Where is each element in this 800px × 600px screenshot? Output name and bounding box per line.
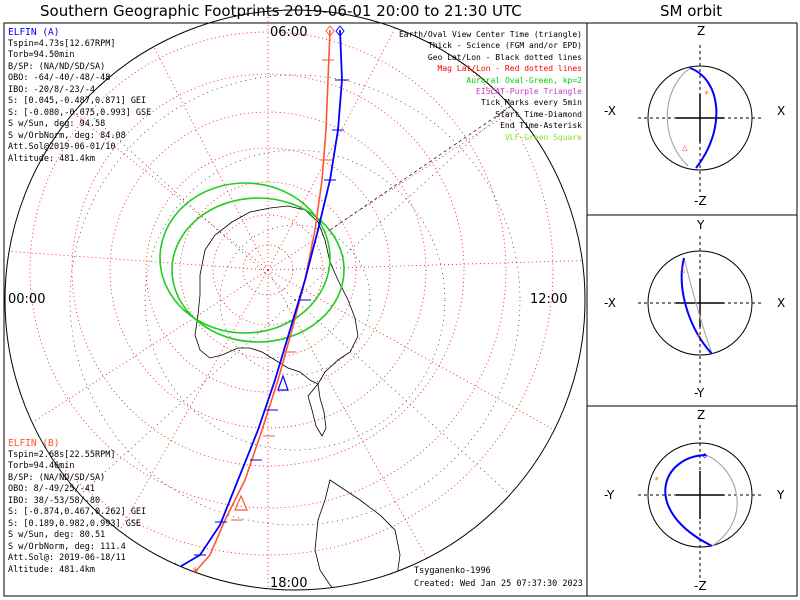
south-america-coastline: [314, 479, 401, 590]
sm-panel-1-graphics: △ *: [638, 45, 762, 195]
legend-item: VLF-Green Square: [504, 132, 582, 142]
time-label-right: 12:00: [530, 292, 568, 307]
elfin-b-line: B/SP: (NA/ND/SD/SA): [8, 472, 106, 483]
legend-item: End Time-Asterisk: [500, 121, 582, 131]
elfin-a-line: OBO: -64/-40/-48/-48: [8, 73, 111, 83]
elfin-b-view-triangle: [234, 494, 248, 511]
elfin-a-track: [177, 29, 343, 569]
sm-panel-1-bottom-label: -Z: [694, 194, 707, 208]
elfin-a-line: Torb=94.50min: [8, 50, 75, 60]
elfin-a-line: S: [-0.080,-0.075,0.993] GSE: [8, 107, 152, 118]
sm-orbit-title: SM orbit: [660, 2, 723, 20]
elfin-b-line: OBO: 8/-49/25/-41: [8, 484, 95, 494]
legend-item: Start Time-Diamond: [495, 109, 582, 119]
sm-panel-1-right-label: X: [777, 104, 786, 118]
elfin-b-track: [194, 29, 331, 573]
elfin-b-line: IBO: 38/-53/58/-80: [8, 495, 101, 506]
time-label-top: 06:00: [270, 25, 308, 40]
sm-panel-2-right-label: X: [777, 296, 786, 310]
legend-item: EISCAT-Purple Triangle: [476, 87, 582, 97]
elfin-a-info: ELFIN (A) Tspin=4.73s[12.67RPM] Torb=94.…: [8, 27, 151, 165]
elfin-a-name: ELFIN (A): [8, 27, 60, 38]
mag-lat-circles: [5, 10, 554, 556]
legend-item: Geo Lat/Lon - Black dotted lines: [427, 52, 582, 62]
legend-item: Mag Lat/Lon - Red dotted lines: [437, 64, 583, 74]
sm-panel-frame: [586, 22, 798, 597]
svg-text:*: *: [704, 90, 709, 100]
elfin-a-line: B/SP: (NA/ND/SD/SA): [8, 61, 106, 72]
svg-text:*: *: [696, 333, 701, 343]
elfin-a-line: Tspin=4.73s[12.67RPM]: [8, 38, 116, 49]
elfin-b-end-asterisk: *: [192, 565, 199, 579]
antarctica-coastline: [194, 205, 359, 385]
elfin-b-line: Altitude: 481.4km: [8, 564, 95, 575]
sm-panel-2-left-label: -X: [604, 296, 616, 310]
model-label: Tsyganenko-1996: [414, 566, 491, 576]
created-label: Created: Wed Jan 25 07:37:30 2023: [414, 579, 583, 589]
elfin-b-line: S: [-0.874,0.467,0.262] GEI: [8, 507, 147, 517]
elfin-a-ticks: [194, 79, 349, 556]
elfin-b-name: ELFIN (B): [8, 438, 60, 449]
svg-text:◇: ◇: [702, 451, 708, 461]
elfin-a-line: S w/Sun, deg: 94.58: [8, 119, 106, 129]
sm-panel-1-left-label: -X: [604, 104, 616, 118]
legend-item: Auroral Oval-Green, kp=2: [466, 75, 582, 85]
elfin-b-start-diamond: [325, 25, 335, 37]
sm-panel-3-top-label: Z: [697, 408, 706, 422]
time-label-left: 00:00: [8, 292, 46, 307]
elfin-a-view-triangle: [277, 374, 289, 391]
sm-panel-3-graphics: * ◇: [638, 425, 762, 580]
svg-text:△: △: [680, 265, 686, 275]
elfin-a-line: S w/OrbNorm, deg: 84.08: [8, 130, 126, 141]
time-label-bottom: 18:00: [270, 576, 308, 591]
elfin-b-info: ELFIN (B) Tspin=2.68s[22.55RPM] Torb=94.…: [8, 438, 146, 576]
elfin-a-start-diamond: [335, 25, 345, 37]
sm-panel-3-left-label: -Y: [604, 488, 615, 502]
elfin-b-line: S: [0.189,0.982,0.993] GSE: [8, 518, 142, 529]
elfin-a-line: Att.Sol@2019-06-01/10: [8, 142, 116, 152]
elfin-b-line: Att.Sol@: 2019-06-18/11: [8, 553, 126, 563]
svg-text:*: *: [654, 476, 659, 486]
sm-panel-1-top-label: Z: [697, 24, 706, 38]
antarctic-peninsula: [307, 383, 327, 437]
sm-panel-2-bottom-label: -Y: [694, 386, 705, 400]
plot-title: Southern Geographic Footprints 2019-06-0…: [40, 2, 522, 20]
sm-panel-2-graphics: △ *: [638, 236, 762, 386]
elfin-b-line: Torb=94.46min: [8, 461, 75, 471]
elfin-b-ticks: [231, 59, 334, 521]
legend-item: Tick Marks every 5min: [480, 98, 582, 108]
legend: Earth/Oval View Center Time (triangle) T…: [399, 29, 582, 143]
elfin-a-line: S: [0.045,-0.487,0.871] GEI: [8, 96, 147, 106]
auroral-oval-outer: [159, 182, 331, 334]
sm-panel-3-bottom-label: -Z: [694, 579, 707, 593]
elfin-a-line: Altitude: 481.4km: [8, 153, 95, 164]
svg-text:△: △: [682, 143, 688, 153]
sm-panel-3-right-label: Y: [777, 488, 785, 502]
earth-disk-outline: [4, 9, 586, 591]
elfin-b-line: Tspin=2.68s[22.55RPM]: [8, 449, 116, 460]
auroral-oval-inner: [171, 197, 345, 343]
geo-grid: [29, 59, 561, 541]
legend-item: Thick - Science (FGM and/or EPD): [427, 41, 582, 51]
view-direction-line: [329, 99, 521, 231]
sm-panel-2-top-label: Y: [697, 218, 705, 232]
elfin-b-line: S w/Sun, deg: 80.51: [8, 530, 106, 540]
elfin-a-end-asterisk: *: [172, 561, 179, 575]
legend-item: Earth/Oval View Center Time (triangle): [398, 30, 582, 39]
elfin-a-line: IBO: -20/8/-23/-4: [8, 84, 95, 95]
elfin-b-line: S w/OrbNorm, deg: 111.4: [8, 541, 126, 552]
